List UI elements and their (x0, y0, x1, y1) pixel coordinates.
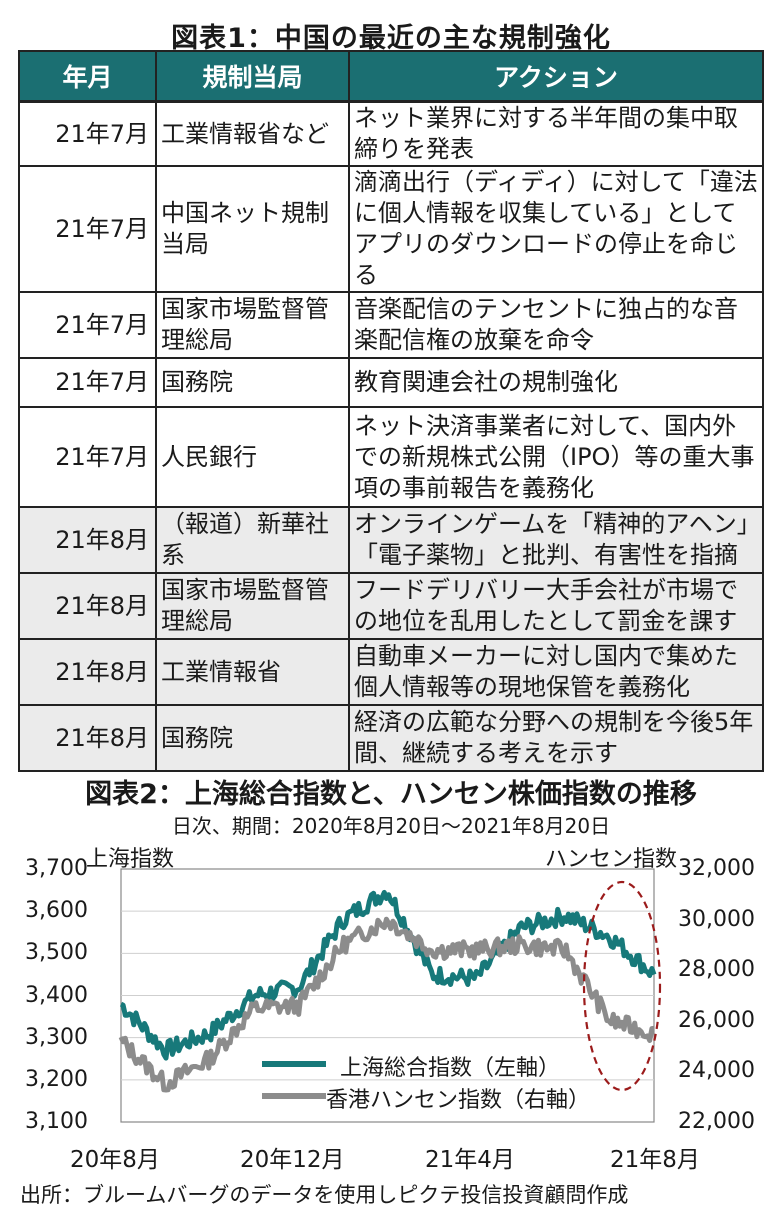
cell-authority: 工業情報省 (155, 638, 350, 706)
header-authority: 規制当局 (155, 50, 350, 103)
left-tick-label: 3,500 (25, 940, 88, 966)
table-header-row: 年月 規制当局 アクション (18, 50, 764, 103)
cell-date: 21年8月 (18, 704, 157, 772)
right-tick-label: 22,000 (678, 1109, 755, 1134)
table-row: 21年7月 国家市場監督管理総局 音楽配信のテンセントに独占的な音楽配信権の放棄を命… (18, 291, 764, 359)
x-tick-label: 20年12月 (240, 1147, 345, 1173)
cell-date: 21年7月 (18, 406, 157, 508)
right-tick-label: 28,000 (678, 957, 755, 983)
right-tick-label: 32,000 (678, 856, 755, 881)
table-row: 21年8月 国家市場監督管理総局 フードデリバリー大手会社が市場での地位を乱用したと… (18, 572, 764, 640)
header-action: アクション (348, 50, 764, 103)
left-tick-label: 3,400 (25, 982, 88, 1008)
cell-action: 教育関連会社の規制強化 (348, 357, 764, 408)
series-line-shanghai (119, 889, 657, 1061)
table-row: 21年7月 国務院 教育関連会社の規制強化 (18, 357, 764, 408)
x-tick-label: 21年4月 (425, 1147, 515, 1173)
cell-authority: （報道）新華社系 (155, 506, 350, 574)
cell-action: オンラインゲームを「精神的アヘン」「電子薬物」と批判、有害性を指摘 (348, 506, 764, 574)
table-row: 21年8月 国務院 経済の広範な分野への規制を今後5年間、継続する考えを示す (18, 704, 764, 772)
cell-authority: 人民銀行 (155, 406, 350, 508)
legend-label-shanghai: 上海総合指数（左軸） (340, 1056, 561, 1081)
table-row: 21年7月 人民銀行 ネット決済事業者に対して、国内外での新規株式公開（IPO）等の… (18, 406, 764, 508)
left-tick-label: 3,300 (25, 1024, 88, 1050)
left-tick-label: 3,700 (25, 856, 88, 881)
left-tick-label: 3,600 (25, 898, 88, 924)
cell-date: 21年7月 (18, 165, 157, 293)
left-tick-label: 3,100 (25, 1109, 88, 1134)
table-row: 21年8月 （報道）新華社系 オンラインゲームを「精神的アヘン」「電子薬物」と批判、… (18, 506, 764, 574)
cell-authority: 工業情報省など (155, 100, 350, 167)
cell-action: 音楽配信のテンセントに独占的な音楽配信権の放棄を命令 (348, 291, 764, 359)
cell-date: 21年8月 (18, 638, 157, 706)
cell-date: 21年8月 (18, 506, 157, 574)
cell-authority: 中国ネット規制当局 (155, 165, 350, 293)
cell-action: 経済の広範な分野への規制を今後5年間、継続する考えを示す (348, 704, 764, 772)
cell-date: 21年7月 (18, 357, 157, 408)
right-axis-label: ハンセン指数 (545, 847, 678, 872)
series-line-hangseng (118, 916, 655, 1093)
cell-date: 21年7月 (18, 291, 157, 359)
cell-authority: 国家市場監督管理総局 (155, 572, 350, 640)
table-row: 21年7月 工業情報省など ネット業界に対する半年間の集中取締りを発表 (18, 100, 764, 167)
chart-title: 図表2：上海総合指数と、ハンセン株価指数の推移 (85, 779, 697, 810)
cell-authority: 国務院 (155, 704, 350, 772)
cell-date: 21年7月 (18, 100, 157, 167)
table-row: 21年7月 中国ネット規制当局 滴滴出行（ディディ）に対して「違法に個人情報を収集し… (18, 165, 764, 293)
x-tick-label: 20年8月 (70, 1147, 160, 1173)
legend-label-hangseng: 香港ハンセン指数（右軸） (326, 1088, 591, 1113)
cell-action: ネット業界に対する半年間の集中取締りを発表 (348, 100, 764, 167)
left-tick-label: 3,200 (25, 1066, 88, 1092)
cell-authority: 国家市場監督管理総局 (155, 291, 350, 359)
right-tick-label: 26,000 (678, 1007, 755, 1033)
regulation-table: 年月 規制当局 アクション 21年7月 工業情報省など ネット業界に対する半年間の集… (18, 50, 764, 772)
source-note: 出所：ブルームバーグのデータを使用しピクテ投信投資顧問作成 (20, 1183, 629, 1207)
cell-action: 自動車メーカーに対し国内で集めた個人情報等の現地保管を義務化 (348, 638, 764, 706)
cell-action: ネット決済事業者に対して、国内外での新規株式公開（IPO）等の重大事項の事前報告… (348, 406, 764, 508)
right-tick-label: 30,000 (678, 906, 755, 932)
left-axis-label: 上海指数 (86, 847, 175, 872)
x-tick-label: 21年8月 (610, 1147, 700, 1173)
highlight-ellipse (582, 880, 662, 1092)
cell-authority: 国務院 (155, 357, 350, 408)
chart-subtitle: 日次、期間：2020年8月20日～2021年8月20日 (171, 814, 611, 838)
table-row: 21年8月 工業情報省 自動車メーカーに対し国内で集めた個人情報等の現地保管を義務化 (18, 638, 764, 706)
cell-date: 21年8月 (18, 572, 157, 640)
header-date: 年月 (18, 50, 157, 103)
right-tick-label: 24,000 (678, 1058, 755, 1084)
cell-action: フードデリバリー大手会社が市場での地位を乱用したとして罰金を課す (348, 572, 764, 640)
table-title: 図表1：中国の最近の主な規制強化 (171, 23, 611, 54)
cell-action: 滴滴出行（ディディ）に対して「違法に個人情報を収集している」としてアプリのダウン… (348, 165, 764, 293)
